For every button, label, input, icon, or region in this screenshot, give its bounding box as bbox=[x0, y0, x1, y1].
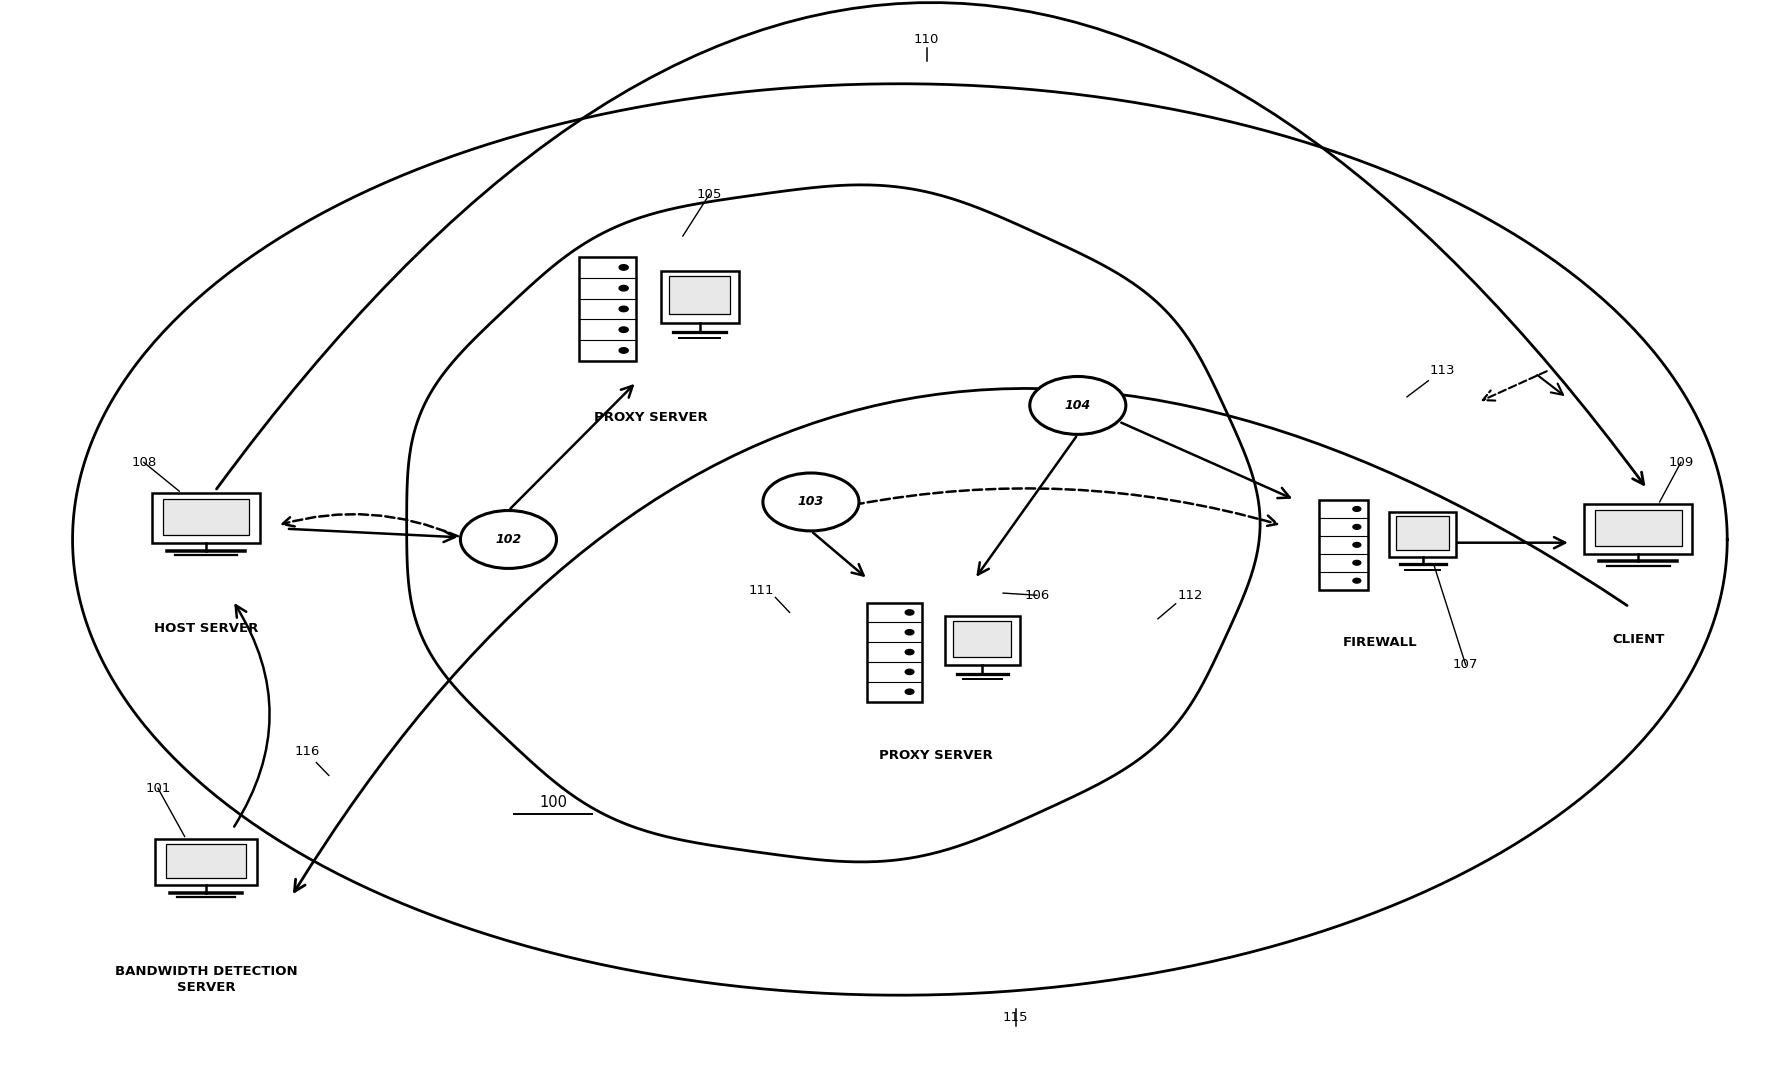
Polygon shape bbox=[406, 185, 1260, 862]
Circle shape bbox=[905, 630, 914, 634]
Text: 103: 103 bbox=[798, 495, 823, 508]
Circle shape bbox=[905, 669, 914, 674]
Text: 110: 110 bbox=[914, 33, 939, 46]
Bar bbox=[661, 271, 740, 323]
Circle shape bbox=[618, 306, 629, 311]
Text: 113: 113 bbox=[1429, 364, 1456, 377]
Text: BANDWIDTH DETECTION
SERVER: BANDWIDTH DETECTION SERVER bbox=[114, 965, 298, 994]
Text: 107: 107 bbox=[1452, 658, 1479, 671]
Text: 106: 106 bbox=[1025, 589, 1050, 602]
Bar bbox=[155, 839, 257, 885]
Text: 104: 104 bbox=[1064, 398, 1091, 411]
Text: 100: 100 bbox=[538, 795, 567, 810]
Bar bbox=[579, 257, 636, 361]
Circle shape bbox=[618, 265, 629, 270]
Circle shape bbox=[618, 327, 629, 333]
Circle shape bbox=[905, 689, 914, 695]
Circle shape bbox=[1353, 578, 1361, 583]
Circle shape bbox=[905, 649, 914, 655]
Text: 112: 112 bbox=[1178, 589, 1203, 602]
Bar bbox=[944, 616, 1019, 666]
Text: CLIENT: CLIENT bbox=[1613, 633, 1664, 646]
Text: 109: 109 bbox=[1668, 456, 1693, 468]
Text: 101: 101 bbox=[146, 782, 171, 795]
Text: 115: 115 bbox=[1003, 1011, 1028, 1024]
Text: 108: 108 bbox=[132, 456, 157, 468]
Text: 111: 111 bbox=[748, 585, 773, 598]
Text: PROXY SERVER: PROXY SERVER bbox=[593, 410, 707, 424]
Bar bbox=[670, 276, 731, 314]
Circle shape bbox=[460, 510, 556, 569]
Circle shape bbox=[763, 473, 859, 531]
Text: 105: 105 bbox=[697, 187, 722, 200]
Circle shape bbox=[905, 610, 914, 615]
Circle shape bbox=[618, 348, 629, 353]
Bar bbox=[1388, 513, 1456, 557]
Bar bbox=[1319, 500, 1367, 589]
Circle shape bbox=[1353, 524, 1361, 529]
Circle shape bbox=[1353, 506, 1361, 512]
Circle shape bbox=[618, 285, 629, 291]
Circle shape bbox=[1353, 543, 1361, 547]
Bar bbox=[1584, 504, 1693, 554]
Bar bbox=[162, 499, 249, 535]
Text: PROXY SERVER: PROXY SERVER bbox=[879, 749, 993, 761]
Text: HOST SERVER: HOST SERVER bbox=[153, 623, 258, 635]
Circle shape bbox=[1353, 560, 1361, 565]
Circle shape bbox=[1030, 377, 1126, 434]
Bar bbox=[868, 602, 921, 701]
Text: 102: 102 bbox=[495, 533, 522, 546]
Bar bbox=[166, 844, 246, 879]
Bar bbox=[151, 493, 260, 543]
Bar bbox=[953, 620, 1012, 657]
Text: FIREWALL: FIREWALL bbox=[1344, 637, 1418, 649]
Bar bbox=[1595, 509, 1682, 546]
Bar bbox=[1395, 517, 1449, 549]
Text: 116: 116 bbox=[294, 745, 321, 758]
